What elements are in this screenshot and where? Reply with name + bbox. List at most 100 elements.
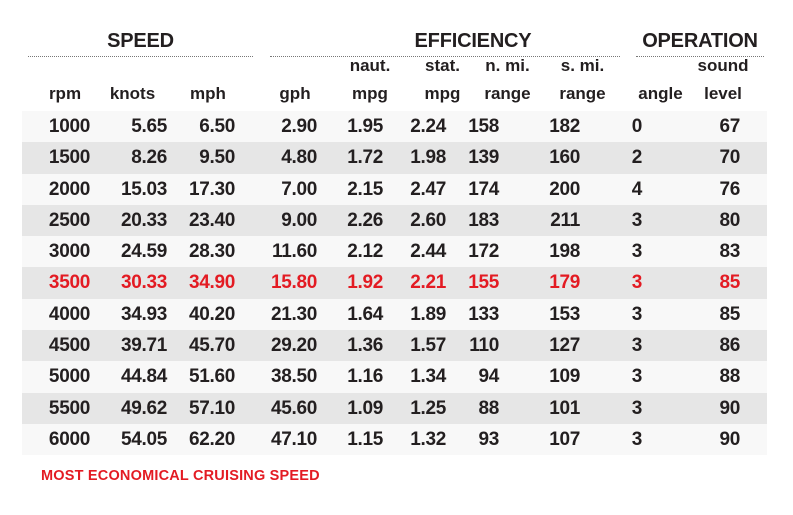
- cell-stat-mpg: 2.60: [410, 209, 446, 231]
- cell-naut-mpg: 1.09: [347, 397, 383, 419]
- cell-naut-mpg: 1.72: [347, 147, 383, 169]
- cell-angle: 0: [631, 116, 643, 137]
- cell-smi-range: 179: [549, 272, 580, 294]
- group-header-speed: SPEED: [28, 28, 253, 57]
- cell-nmi-range: 139: [468, 147, 499, 169]
- cell-nmi-range: 158: [468, 116, 499, 137]
- cell-gph: 29.20: [270, 335, 317, 357]
- table-row: 1000 5.65 6.50 2.90 1.95 2.24 158 182 0 67: [22, 111, 767, 143]
- cell-naut-mpg: 2.12: [347, 241, 383, 263]
- cell-rpm: 5500: [48, 397, 90, 419]
- cell-stat-mpg: 1.34: [410, 366, 446, 388]
- cell-sound-level: 83: [719, 241, 740, 263]
- cell-angle: 2: [631, 147, 643, 169]
- cell-angle: 3: [631, 272, 643, 294]
- cell-knots: 54.05: [120, 428, 167, 450]
- cell-mph: 62.20: [188, 428, 235, 450]
- table-row: 5000 44.84 51.60 38.50 1.16 1.34 94 109 3 88: [22, 361, 767, 393]
- cell-smi-range: 107: [549, 428, 580, 450]
- cell-stat-mpg: 1.57: [410, 335, 446, 357]
- cell-sound-level: 85: [719, 303, 740, 325]
- cell-smi-range: 127: [549, 335, 580, 357]
- col-smi-range: range: [559, 84, 606, 103]
- dotted-divider: [28, 56, 253, 57]
- cell-gph: 38.50: [270, 366, 317, 388]
- cell-nmi-range: 155: [468, 272, 499, 294]
- table-row: 2500 20.33 23.40 9.00 2.26 2.60 183 211 3 80: [22, 204, 767, 237]
- cell-naut-mpg: 1.16: [347, 366, 383, 388]
- cell-mph: 17.30: [188, 178, 235, 200]
- col-naut-mpg: mpg: [352, 84, 388, 103]
- cell-rpm: 1000: [48, 116, 90, 137]
- cell-knots: 5.65: [131, 116, 167, 137]
- cell-gph: 2.90: [281, 116, 317, 137]
- footnote-legend: MOST ECONOMICAL CRUISING SPEED: [41, 468, 320, 484]
- cell-nmi-range: 110: [469, 335, 499, 357]
- cell-gph: 7.00: [281, 178, 317, 200]
- cell-naut-mpg: 1.64: [347, 303, 383, 325]
- table-row: 5500 49.62 57.10 45.60 1.09 1.25 88 101 3 90: [22, 392, 767, 424]
- table-row-highlighted: 3500 30.33 34.90 15.80 1.92 2.21 155 179 3 85: [22, 267, 767, 299]
- group-label: OPERATION: [642, 30, 758, 52]
- col-top-naut: naut.: [349, 56, 391, 75]
- cell-angle: 3: [631, 303, 643, 325]
- cell-rpm: 2000: [48, 178, 90, 200]
- col-top-nmi: n. mi.: [485, 56, 530, 75]
- cell-knots: 15.03: [120, 178, 167, 200]
- cell-gph: 45.60: [270, 397, 317, 419]
- cell-nmi-range: 172: [468, 241, 499, 263]
- cell-rpm: 4500: [48, 335, 90, 357]
- cell-knots: 49.62: [120, 397, 167, 419]
- cell-rpm: 5000: [48, 366, 90, 388]
- cell-mph: 57.10: [188, 397, 235, 419]
- cell-smi-range: 153: [549, 303, 580, 325]
- cell-mph: 40.20: [188, 303, 235, 325]
- table-row: 4000 34.93 40.20 21.30 1.64 1.89 133 153 3 85: [22, 298, 767, 331]
- cell-mph: 28.30: [188, 241, 235, 263]
- cell-gph: 11.60: [272, 241, 317, 263]
- cell-smi-range: 101: [549, 397, 580, 419]
- table-row: 1500 8.26 9.50 4.80 1.72 1.98 139 160 2 70: [22, 142, 767, 174]
- cell-nmi-range: 133: [468, 303, 499, 325]
- cell-angle: 4: [631, 178, 643, 200]
- table-row: 4500 39.71 45.70 29.20 1.36 1.57 110 127 3 86: [22, 330, 767, 362]
- cell-stat-mpg: 1.98: [410, 147, 446, 169]
- cell-naut-mpg: 2.26: [347, 209, 383, 231]
- col-rpm: rpm: [48, 84, 82, 103]
- cell-angle: 3: [631, 428, 643, 450]
- cell-knots: 44.84: [120, 366, 167, 388]
- cell-stat-mpg: 1.89: [410, 303, 446, 325]
- cell-stat-mpg: 2.47: [410, 178, 446, 200]
- cell-mph: 34.90: [188, 272, 235, 294]
- group-header-efficiency: EFFICIENCY: [270, 28, 620, 57]
- cell-mph: 6.50: [199, 116, 235, 137]
- cell-naut-mpg: 1.15: [347, 428, 383, 450]
- col-top-smi: s. mi.: [560, 56, 605, 75]
- cell-nmi-range: 174: [468, 178, 499, 200]
- cell-rpm: 4000: [48, 303, 90, 325]
- cell-mph: 45.70: [188, 335, 235, 357]
- cell-rpm: 2500: [48, 209, 90, 231]
- cell-angle: 3: [631, 397, 643, 419]
- cell-sound-level: 85: [719, 272, 740, 294]
- cell-smi-range: 109: [549, 366, 580, 388]
- col-top-sound: sound: [697, 56, 749, 75]
- cell-gph: 9.00: [281, 209, 317, 231]
- table-row: 3000 24.59 28.30 11.60 2.12 2.44 172 198 3 83: [22, 236, 767, 268]
- dotted-divider: [636, 56, 764, 57]
- table-body: 1000 5.65 6.50 2.90 1.95 2.24 158 182 0 67 1500 8.2…: [22, 111, 767, 456]
- group-label: SPEED: [107, 30, 174, 52]
- cell-stat-mpg: 2.24: [410, 116, 446, 137]
- cell-knots: 34.93: [120, 303, 167, 325]
- cell-sound-level: 86: [719, 335, 740, 357]
- cell-mph: 23.40: [188, 209, 235, 231]
- cell-naut-mpg: 2.15: [347, 178, 383, 200]
- col-knots: knots: [109, 84, 156, 103]
- cell-naut-mpg: 1.36: [347, 335, 383, 357]
- cell-gph: 21.30: [270, 303, 317, 325]
- col-gph: gph: [279, 84, 311, 103]
- table-row: 2000 15.03 17.30 7.00 2.15 2.47 174 200 4 76: [22, 173, 767, 205]
- col-nmi-range: range: [484, 84, 531, 103]
- col-mph: mph: [190, 84, 226, 103]
- cell-sound-level: 70: [719, 147, 740, 169]
